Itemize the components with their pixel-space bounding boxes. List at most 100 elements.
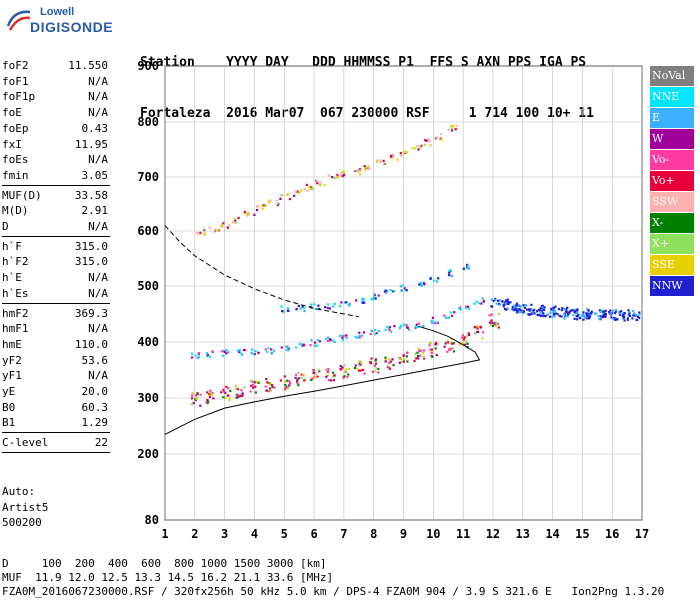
- echo-point: [243, 386, 246, 389]
- echo-point: [518, 309, 521, 312]
- echo-point: [314, 372, 317, 375]
- echo-point: [482, 300, 485, 303]
- echo-point: [357, 170, 360, 173]
- echo-point: [632, 314, 635, 317]
- echo-point: [373, 293, 376, 296]
- echo-point: [332, 371, 335, 374]
- echo-point: [199, 231, 202, 234]
- legend-item-x-: X-: [650, 213, 694, 233]
- echo-point: [401, 284, 404, 287]
- echo-point: [516, 309, 519, 312]
- echo-point: [222, 222, 225, 225]
- echo-point: [398, 357, 401, 360]
- echo-point: [234, 387, 237, 390]
- echo-point: [229, 389, 232, 393]
- param-value: 369.3: [74, 306, 108, 320]
- echo-point: [423, 143, 426, 146]
- echo-point: [551, 315, 554, 318]
- echo-point: [242, 348, 245, 352]
- echo-point: [359, 173, 362, 176]
- echo-point: [418, 322, 421, 325]
- y-tick-label: 300: [137, 391, 159, 405]
- echo-point: [287, 309, 290, 312]
- param-row: yE 20.0: [2, 384, 108, 400]
- echo-point: [554, 312, 557, 315]
- echo-point: [391, 156, 394, 159]
- echo-point: [341, 175, 344, 178]
- echo-point: [208, 395, 212, 399]
- echo-point: [199, 404, 202, 407]
- echo-point: [565, 315, 568, 318]
- echo-point: [481, 337, 484, 340]
- echo-point: [539, 307, 542, 310]
- echo-point: [271, 351, 274, 355]
- echo-point: [236, 388, 239, 391]
- echo-point: [303, 307, 306, 310]
- echo-point: [431, 355, 434, 358]
- echo-point: [227, 351, 230, 354]
- echo-point: [297, 377, 300, 380]
- echo-point: [199, 393, 202, 396]
- echo-point: [360, 334, 364, 337]
- echo-point: [280, 305, 283, 308]
- echo-point: [353, 367, 356, 370]
- echo-point: [498, 299, 501, 302]
- echo-point: [491, 324, 495, 327]
- echo-point: [267, 201, 270, 204]
- echo-point: [417, 148, 420, 151]
- echo-point: [582, 314, 585, 317]
- echo-point: [390, 330, 393, 333]
- echo-point: [513, 305, 516, 309]
- echo-point: [236, 394, 239, 397]
- echo-point: [265, 389, 268, 392]
- echo-point: [495, 322, 498, 325]
- echo-point: [195, 397, 198, 400]
- echo-point: [224, 397, 227, 400]
- echo-point: [191, 397, 194, 400]
- echo-point: [422, 352, 425, 355]
- echo-point: [345, 301, 348, 304]
- echo-point: [317, 369, 320, 372]
- param-name: B1: [2, 416, 16, 430]
- echo-point: [390, 155, 393, 158]
- param-value: 110.0: [74, 337, 108, 351]
- echo-point: [234, 219, 237, 222]
- echo-point: [203, 233, 206, 236]
- echo-point: [286, 385, 289, 388]
- echo-point: [511, 308, 514, 311]
- echo-point: [325, 375, 328, 378]
- echo-point: [205, 401, 208, 404]
- echo-point: [287, 387, 290, 390]
- echo-point: [359, 369, 362, 372]
- echo-point: [370, 298, 373, 301]
- echo-point: [361, 301, 364, 304]
- footer-file-info: FZA0M_2016067230000.RSF / 320fx256h 50 k…: [2, 585, 665, 598]
- y-tick-label: 700: [137, 170, 159, 184]
- echo-point: [577, 313, 580, 316]
- param-separator: [2, 302, 110, 304]
- echo-point: [254, 391, 257, 394]
- echo-point: [558, 314, 561, 317]
- echo-point: [513, 304, 516, 307]
- echo-point: [310, 378, 313, 381]
- echo-point: [220, 391, 223, 394]
- echo-point: [593, 312, 596, 315]
- echo-point: [300, 376, 303, 380]
- legend-item-nne: NNE: [650, 87, 694, 107]
- echo-point: [403, 150, 406, 154]
- echo-point: [288, 380, 291, 383]
- echo-point: [385, 291, 388, 294]
- echo-point: [205, 352, 209, 355]
- echo-point: [436, 321, 439, 324]
- echo-point: [375, 367, 378, 370]
- echo-point: [305, 183, 308, 186]
- echo-point: [530, 309, 533, 312]
- echo-point: [602, 311, 605, 314]
- echo-point: [565, 308, 568, 311]
- echo-point: [560, 309, 563, 312]
- echo-point: [358, 168, 362, 171]
- echo-point: [342, 334, 345, 338]
- echo-point: [269, 382, 272, 386]
- echo-point: [434, 341, 438, 344]
- echo-point: [430, 351, 433, 354]
